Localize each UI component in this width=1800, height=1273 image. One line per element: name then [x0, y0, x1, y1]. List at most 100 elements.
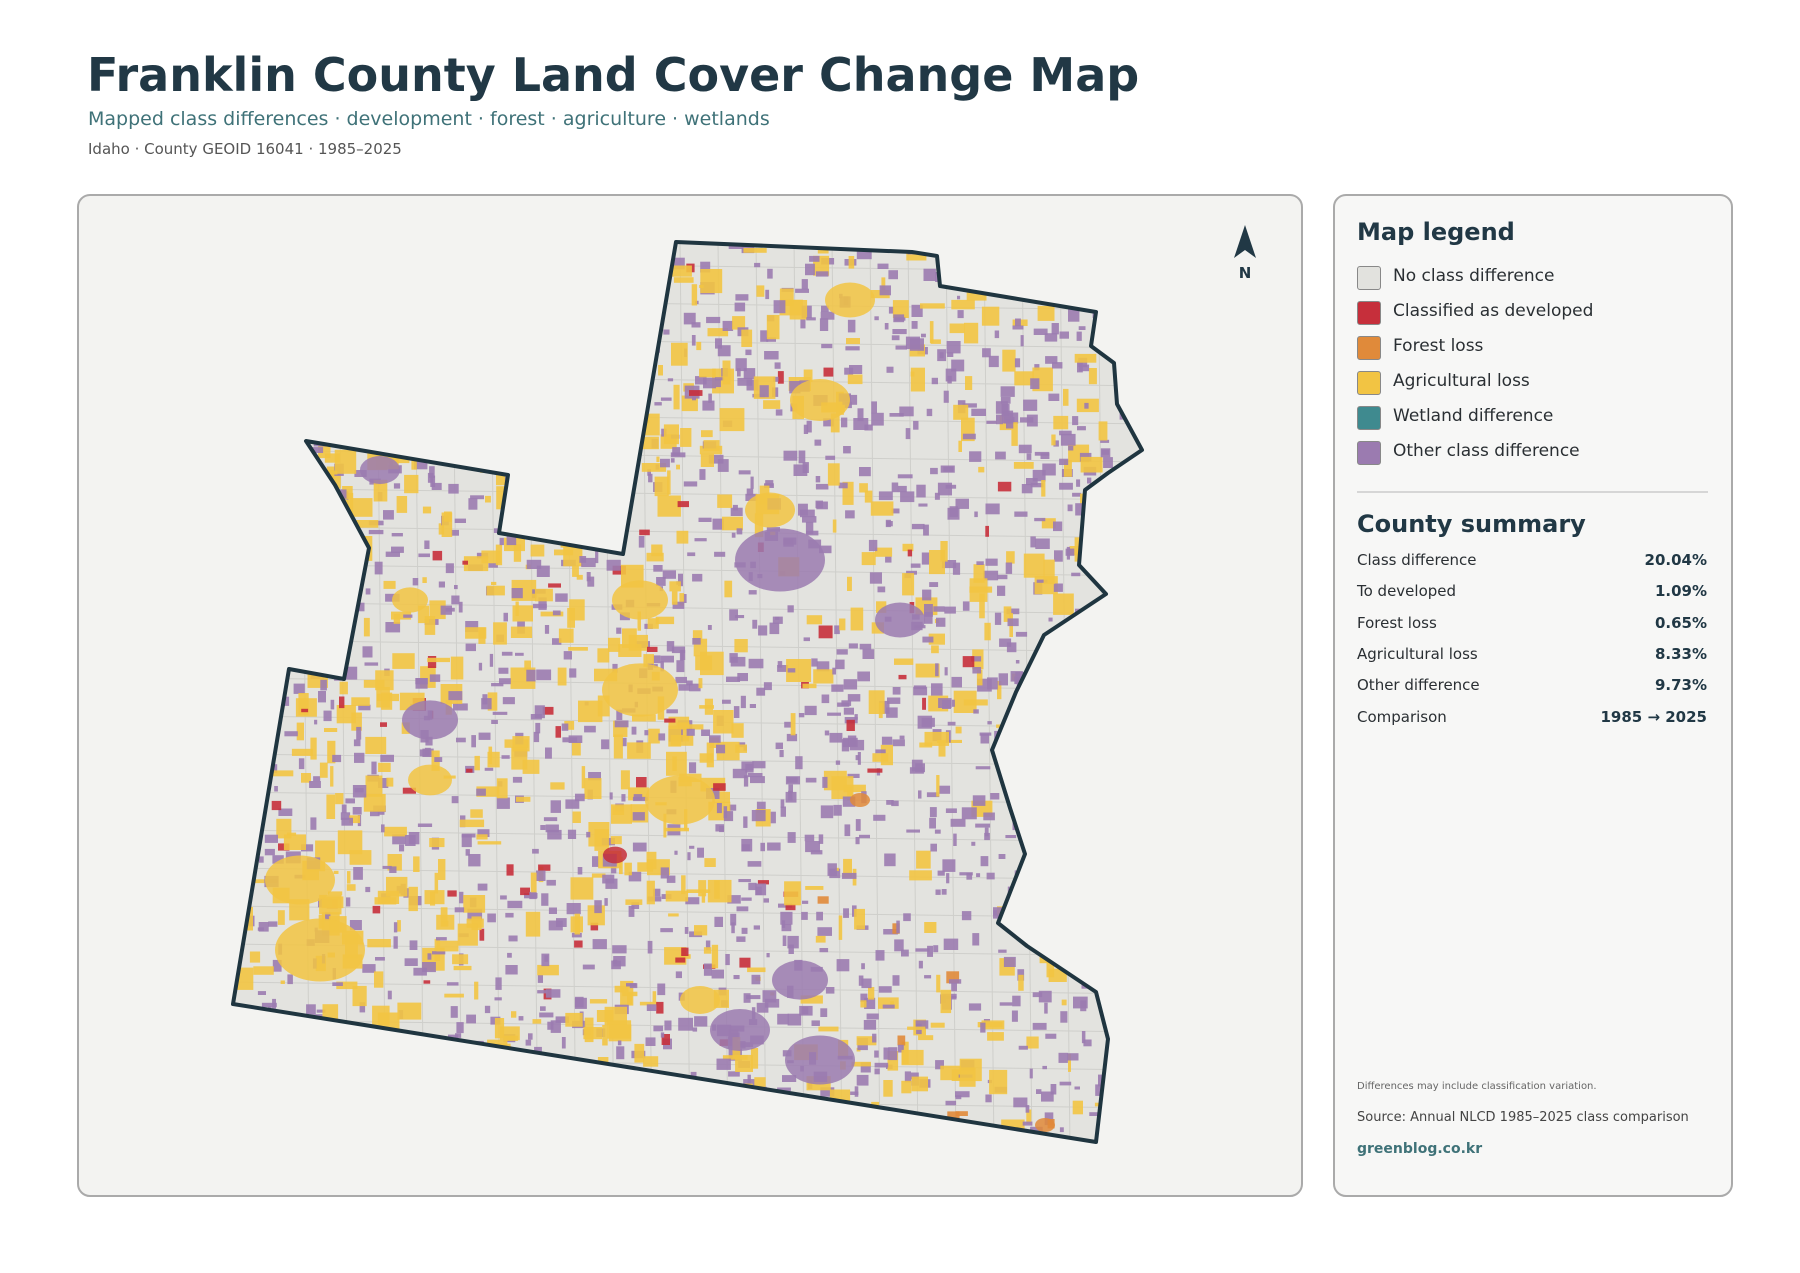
patch [857, 671, 870, 682]
patch [864, 997, 876, 1009]
patch [1006, 608, 1020, 615]
patch [359, 1002, 366, 1013]
patch [978, 466, 985, 473]
patch [487, 692, 498, 711]
patch [879, 285, 891, 296]
patch [717, 459, 729, 472]
patch [699, 469, 706, 480]
patch [674, 850, 678, 855]
patch [922, 636, 934, 643]
patch [681, 875, 686, 895]
patch [773, 376, 779, 382]
patch [372, 905, 381, 914]
patch [943, 390, 949, 403]
patch [733, 706, 740, 718]
patch [940, 989, 952, 1014]
patch [612, 945, 627, 954]
patch [751, 974, 761, 985]
summary-value: 1985 → 2025 [1600, 707, 1707, 726]
patch [869, 572, 882, 584]
patch [374, 971, 384, 988]
patch [712, 791, 730, 803]
patch [873, 814, 886, 821]
patch [741, 897, 752, 901]
patch [975, 766, 991, 770]
patch [962, 656, 975, 668]
patch [646, 1004, 657, 1011]
patch [800, 995, 823, 1004]
patch [471, 916, 482, 931]
patch [714, 551, 726, 557]
patch [463, 556, 489, 572]
patch [538, 597, 547, 610]
patch [513, 544, 522, 562]
patch [801, 911, 808, 920]
patch [1011, 1010, 1018, 1022]
patch [547, 1021, 554, 1030]
patch [1014, 358, 1021, 368]
patch [1060, 1011, 1068, 1023]
patch [572, 811, 581, 823]
patch [453, 703, 468, 711]
patch [486, 585, 505, 596]
patch [889, 413, 904, 417]
patch [671, 342, 688, 366]
patch [855, 755, 860, 761]
patch [535, 722, 541, 734]
patch [777, 1087, 791, 1092]
patch [424, 540, 430, 549]
patch [779, 750, 784, 758]
patch [962, 601, 970, 611]
patch [679, 593, 685, 606]
patch [795, 756, 803, 770]
patch [525, 1039, 532, 1046]
patch [961, 911, 972, 921]
patch [595, 550, 599, 564]
patch [233, 601, 1142, 615]
patch [716, 1058, 731, 1070]
patch [885, 519, 891, 528]
patch [899, 406, 914, 417]
patch [470, 495, 484, 500]
patch [609, 792, 613, 800]
patch [627, 992, 632, 1005]
patch [429, 838, 445, 848]
patch [653, 1025, 664, 1032]
patch [383, 510, 394, 520]
patch [660, 397, 672, 401]
patch [1020, 417, 1034, 423]
patch [985, 1094, 992, 1103]
patch [894, 658, 914, 665]
patch [1002, 410, 1014, 424]
patch [436, 940, 459, 952]
patch [875, 602, 925, 638]
patch [645, 1037, 656, 1046]
patch [715, 338, 722, 349]
patch [692, 573, 703, 582]
patch [526, 559, 542, 569]
patch [962, 433, 976, 440]
patch [754, 1077, 766, 1093]
patch [820, 1087, 835, 1097]
patch [664, 718, 676, 723]
patch [339, 681, 348, 695]
patch [341, 804, 347, 814]
patch [743, 1079, 755, 1087]
patch [997, 481, 1012, 492]
patch [487, 913, 496, 923]
patch [786, 733, 798, 742]
patch [806, 317, 816, 321]
patch [750, 1048, 759, 1069]
patch [689, 390, 703, 396]
patch [995, 451, 1006, 460]
patch [555, 593, 568, 602]
patch [477, 841, 502, 845]
patch [363, 617, 370, 637]
patch [492, 711, 508, 715]
patch [495, 977, 502, 990]
patch [749, 704, 756, 708]
patch [336, 981, 358, 990]
patch [367, 939, 391, 948]
patch [546, 879, 556, 886]
patch [293, 683, 305, 694]
